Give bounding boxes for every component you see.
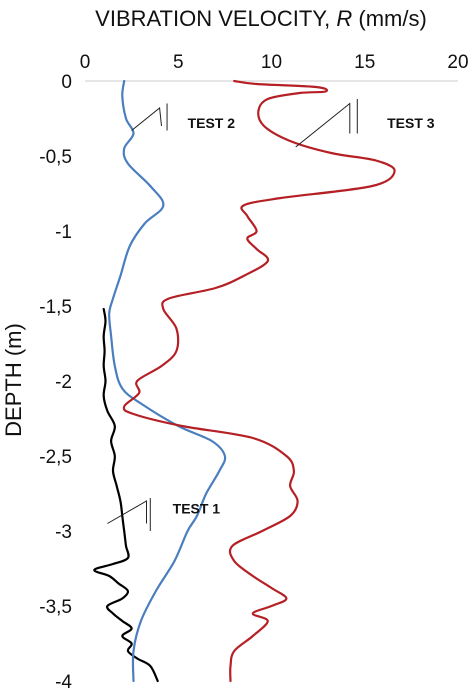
annotation-leader-test-3 (295, 102, 351, 148)
y-tick-label: -3 (55, 522, 72, 543)
y-tick-label: -1,5 (39, 297, 72, 318)
x-tick-label: 15 (354, 52, 375, 73)
series-line-test-2 (108, 79, 227, 683)
y-tick-label: 0 (61, 72, 72, 93)
x-axis-title-prefix: VIBRATION VELOCITY, (95, 6, 336, 31)
x-tick-label: 0 (80, 52, 91, 73)
x-tick-labels: 0 5 10 15 20 (80, 52, 469, 73)
x-tick-label: 10 (261, 52, 282, 73)
annotation-leader-test-1 (107, 500, 147, 524)
x-axis-title-unit: (mm/s) (352, 6, 427, 31)
annotation-label-test-1: TEST 1 (173, 501, 221, 517)
series-layer (93, 79, 396, 683)
x-tick-label: 20 (447, 52, 468, 73)
y-tick-label: -3,5 (39, 597, 72, 618)
y-tick-label: -0,5 (39, 147, 72, 168)
y-tick-label: -1 (55, 222, 72, 243)
x-axis-title: VIBRATION VELOCITY, R (mm/s) (95, 6, 427, 31)
y-tick-label: -2 (55, 372, 72, 393)
y-axis-title: DEPTH (m) (1, 323, 26, 437)
annotation-leader-test-2 (131, 107, 162, 131)
x-axis-title-variable: R (336, 6, 352, 31)
y-tick-label: -2,5 (39, 447, 72, 468)
series-line-test-3 (122, 79, 396, 683)
annotation-label-test-2: TEST 2 (188, 115, 236, 131)
y-tick-label: -4 (55, 672, 72, 689)
x-tick-label: 5 (173, 52, 184, 73)
series-line-test-1 (93, 307, 159, 683)
annotation-layer: TEST 1 TEST 2 TEST 3 (107, 99, 435, 531)
annotation-label-test-3: TEST 3 (387, 115, 435, 131)
y-tick-labels: 0 -0,5 -1 -1,5 -2 -2,5 -3 -3,5 -4 (39, 72, 72, 689)
